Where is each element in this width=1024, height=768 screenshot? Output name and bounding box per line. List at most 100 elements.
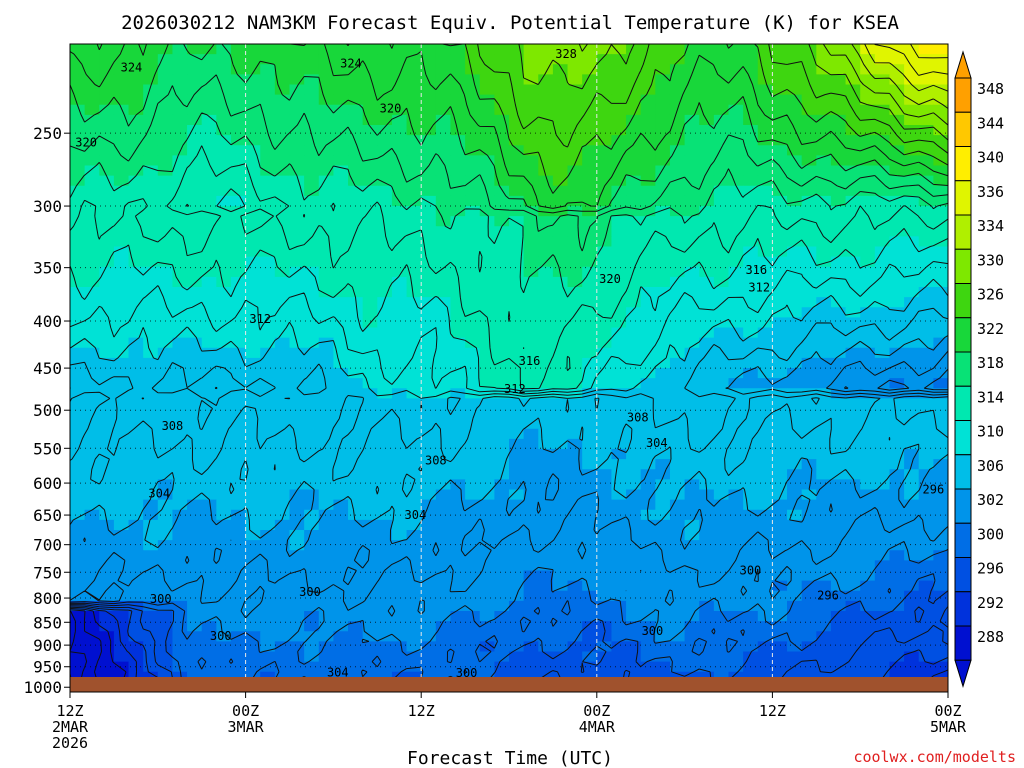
- field-cell: [245, 469, 261, 480]
- field-cell: [289, 570, 305, 582]
- field-cell: [845, 74, 861, 86]
- field-cell: [918, 418, 934, 430]
- field-cell: [172, 327, 188, 339]
- field-cell: [113, 611, 130, 622]
- field-cell: [84, 266, 100, 278]
- field-cell: [772, 368, 788, 379]
- field-cell: [640, 489, 656, 501]
- field-cell: [362, 185, 378, 197]
- field-cell: [523, 428, 539, 440]
- field-cell: [713, 469, 730, 480]
- field-cell: [143, 185, 159, 197]
- field-cell: [245, 327, 261, 339]
- field-cell: [406, 206, 422, 217]
- field-cell: [348, 398, 364, 410]
- field-cell: [713, 459, 730, 470]
- field-cell: [655, 287, 671, 298]
- field-cell: [465, 297, 481, 308]
- field-cell: [479, 631, 495, 642]
- field-cell: [99, 580, 115, 592]
- field-cell: [757, 125, 773, 136]
- field-cell: [845, 519, 861, 531]
- field-cell: [933, 145, 948, 156]
- field-cell: [289, 94, 305, 106]
- field-cell: [362, 550, 378, 561]
- field-cell: [187, 378, 203, 389]
- field-cell: [465, 226, 481, 237]
- field-cell: [816, 641, 832, 653]
- field-cell: [801, 519, 817, 531]
- field-cell: [84, 104, 100, 116]
- field-cell: [933, 94, 948, 106]
- field-cell: [611, 54, 627, 65]
- field-cell: [172, 570, 188, 582]
- field-cell: [450, 135, 466, 146]
- field-cell: [421, 114, 437, 126]
- field-cell: [494, 54, 510, 65]
- field-cell: [479, 256, 495, 268]
- field-cell: [772, 418, 788, 430]
- field-cell: [435, 499, 452, 511]
- field-cell: [406, 104, 422, 116]
- field-cell: [626, 206, 642, 217]
- field-cell: [435, 519, 452, 531]
- field-cell: [406, 519, 422, 531]
- field-cell: [889, 398, 905, 410]
- field-cell: [596, 74, 613, 86]
- field-cell: [84, 378, 100, 389]
- field-cell: [582, 114, 598, 126]
- field-cell: [128, 459, 144, 470]
- field-cell: [640, 246, 656, 258]
- field-cell: [538, 337, 554, 349]
- field-cell: [348, 560, 364, 572]
- field-cell: [216, 256, 232, 268]
- contour-label: 324: [121, 60, 143, 74]
- field-cell: [230, 459, 247, 470]
- field-cell: [567, 631, 583, 642]
- field-cell: [99, 185, 115, 197]
- field-cell: [318, 175, 334, 187]
- y-tick-label: 300: [33, 197, 62, 216]
- field-cell: [699, 368, 715, 379]
- field-cell: [201, 44, 217, 55]
- field-cell: [450, 388, 466, 399]
- field-cell: [596, 175, 613, 187]
- field-cell: [391, 74, 408, 86]
- field-cell: [728, 418, 744, 430]
- field-cell: [377, 570, 393, 582]
- field-cell: [889, 631, 905, 642]
- field-cell: [113, 651, 130, 663]
- contour-label: 312: [504, 382, 526, 396]
- field-cell: [348, 64, 364, 75]
- field-cell: [713, 327, 730, 339]
- field-cell: [933, 600, 948, 612]
- field-cell: [421, 175, 437, 187]
- field-cell: [669, 398, 686, 410]
- field-cell: [201, 266, 217, 278]
- field-cell: [318, 327, 334, 339]
- field-cell: [377, 185, 393, 197]
- field-cell: [274, 44, 291, 55]
- field-cell: [84, 54, 100, 65]
- field-cell: [406, 185, 422, 197]
- field-cell: [918, 357, 934, 369]
- field-cell: [655, 236, 671, 248]
- field-cell: [552, 641, 569, 653]
- field-cell: [333, 347, 349, 359]
- field-cell: [479, 489, 495, 501]
- field-cell: [187, 276, 203, 288]
- field-cell: [728, 438, 744, 450]
- field-cell: [509, 449, 525, 460]
- field-cell: [494, 631, 510, 642]
- field-cell: [860, 135, 876, 146]
- field-cell: [391, 246, 408, 258]
- field-cell: [684, 135, 700, 146]
- field-cell: [728, 388, 744, 399]
- colorbar-swatch: [954, 488, 972, 524]
- field-cell: [479, 479, 495, 491]
- field-cell: [333, 327, 349, 339]
- field-cell: [845, 54, 861, 65]
- field-cell: [274, 418, 291, 430]
- field-cell: [860, 236, 876, 248]
- field-cell: [845, 266, 861, 278]
